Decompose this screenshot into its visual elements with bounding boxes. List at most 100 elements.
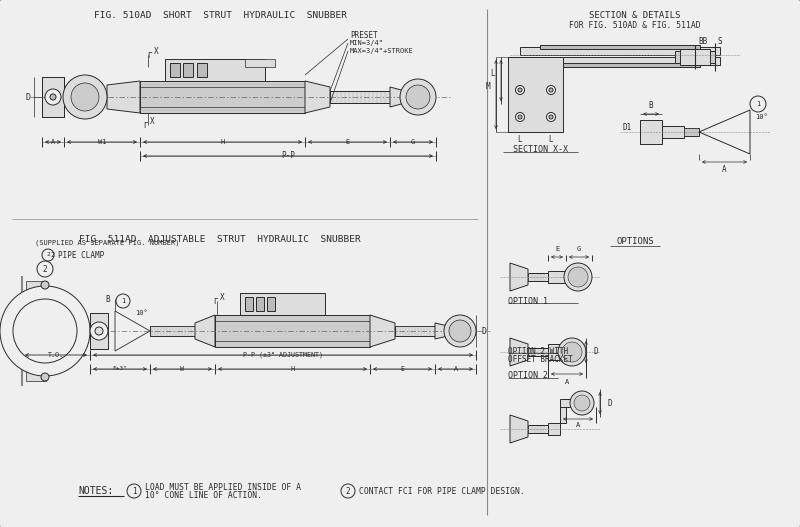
Circle shape — [572, 271, 584, 283]
Bar — [684, 128, 699, 136]
Bar — [675, 51, 715, 63]
Text: OPTION 2 WITH: OPTION 2 WITH — [508, 346, 568, 356]
Bar — [520, 57, 720, 65]
Circle shape — [546, 112, 555, 122]
Text: 10° CONE LINE OF ACTION.: 10° CONE LINE OF ACTION. — [145, 491, 262, 500]
Bar — [560, 399, 582, 407]
Circle shape — [574, 395, 590, 411]
Polygon shape — [305, 81, 330, 113]
Text: H: H — [220, 139, 225, 145]
Bar — [140, 81, 305, 113]
Text: L: L — [518, 135, 522, 144]
Bar — [30, 283, 42, 379]
Circle shape — [558, 338, 586, 366]
Text: D: D — [482, 327, 487, 336]
Bar — [197, 63, 207, 77]
Text: 1: 1 — [121, 298, 125, 304]
Text: G: G — [577, 246, 581, 252]
Text: NOTES:: NOTES: — [78, 486, 114, 496]
Bar — [560, 401, 566, 423]
Bar — [395, 326, 435, 336]
Circle shape — [50, 94, 56, 100]
Circle shape — [562, 342, 582, 362]
Circle shape — [549, 115, 553, 119]
Circle shape — [564, 263, 592, 291]
Text: LOAD MUST BE APPLIED INSIDE OF A: LOAD MUST BE APPLIED INSIDE OF A — [145, 483, 301, 492]
Polygon shape — [107, 81, 140, 113]
Text: E: E — [346, 139, 350, 145]
Text: X: X — [150, 118, 154, 126]
Circle shape — [341, 484, 355, 498]
Bar — [245, 59, 275, 67]
Text: 1: 1 — [132, 486, 136, 495]
Bar — [528, 348, 548, 356]
Text: 10°: 10° — [755, 114, 768, 120]
Bar — [548, 344, 560, 360]
Circle shape — [453, 324, 467, 338]
Text: 2: 2 — [42, 265, 47, 274]
Circle shape — [41, 281, 49, 289]
Circle shape — [41, 373, 49, 381]
Bar — [680, 49, 710, 65]
Circle shape — [449, 320, 471, 342]
Text: P-P (±3" ADJUSTMENT): P-P (±3" ADJUSTMENT) — [243, 352, 323, 358]
Text: A: A — [565, 379, 569, 385]
Bar — [26, 371, 46, 381]
Text: B: B — [649, 102, 654, 111]
Text: P-P: P-P — [281, 151, 295, 161]
Bar — [520, 47, 720, 55]
Text: D1: D1 — [622, 123, 632, 132]
Bar — [548, 423, 560, 435]
Text: B: B — [106, 295, 110, 304]
Text: Γ: Γ — [213, 297, 218, 306]
Circle shape — [13, 299, 77, 363]
Text: PRESET: PRESET — [350, 31, 378, 40]
Circle shape — [577, 398, 587, 408]
Text: 2: 2 — [50, 252, 54, 258]
Text: X: X — [220, 294, 225, 302]
Circle shape — [515, 112, 525, 122]
Text: SECTION & DETAILS: SECTION & DETAILS — [590, 12, 681, 21]
Circle shape — [566, 346, 578, 358]
Text: 2: 2 — [346, 486, 350, 495]
Bar — [165, 59, 265, 81]
Bar — [540, 45, 700, 49]
Text: Γ: Γ — [147, 51, 152, 60]
Circle shape — [127, 484, 141, 498]
Text: OPTION 1: OPTION 1 — [508, 297, 548, 306]
Bar — [256, 297, 264, 311]
Bar — [508, 57, 563, 132]
Text: A: A — [576, 422, 580, 428]
Text: 2: 2 — [46, 252, 50, 258]
Circle shape — [515, 85, 525, 94]
Text: H: H — [290, 366, 294, 372]
Text: D: D — [594, 347, 598, 356]
Text: W1: W1 — [98, 139, 106, 145]
Bar — [267, 297, 275, 311]
Circle shape — [95, 327, 103, 335]
Circle shape — [71, 83, 99, 111]
Circle shape — [546, 85, 555, 94]
Polygon shape — [510, 263, 528, 291]
Text: MIN=3/4": MIN=3/4" — [350, 40, 384, 46]
Bar — [90, 313, 108, 349]
Bar — [215, 315, 370, 347]
Bar — [662, 126, 684, 138]
Circle shape — [90, 322, 108, 340]
Text: L: L — [549, 135, 554, 144]
Bar — [528, 273, 548, 281]
Circle shape — [0, 286, 90, 376]
Text: A: A — [51, 139, 55, 145]
Text: D: D — [26, 93, 30, 102]
Bar — [183, 63, 193, 77]
Circle shape — [549, 88, 553, 92]
Circle shape — [570, 391, 594, 415]
Bar — [528, 425, 548, 433]
Text: G: G — [411, 139, 415, 145]
Text: BB: BB — [698, 36, 708, 45]
Circle shape — [750, 96, 766, 112]
Circle shape — [42, 249, 54, 261]
Polygon shape — [370, 315, 395, 347]
Text: F±3": F±3" — [113, 366, 127, 372]
Text: 1: 1 — [756, 101, 760, 107]
